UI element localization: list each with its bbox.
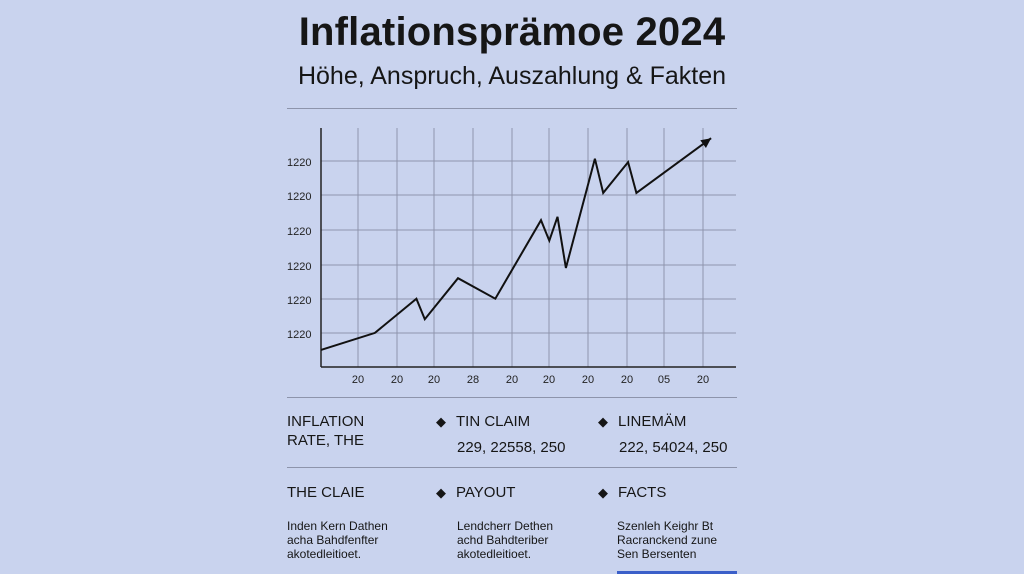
accent-bar [617,571,737,574]
series-arrowhead [700,138,712,148]
inflation-rate-text: INFLATION RATE, THE [287,413,365,449]
diamond-bullet-icon: ◆ [598,485,608,500]
diamond-bullet-icon: ◆ [598,414,608,429]
the-claie-label: THE CLAIE [287,484,365,501]
x-tick-label: 20 [352,374,364,386]
linemam-block: ◆ LINEMÄM [598,412,686,431]
payout-label: PAYOUT [456,484,516,501]
linemam-label: LINEMÄM [618,413,687,430]
y-tick-label: 1220 [287,295,311,307]
info-divider [287,467,737,468]
title-divider [287,108,737,109]
x-tick-label: 20 [582,374,594,386]
linemam-values: 222, 54024, 250 [619,439,728,456]
tin-claim-block: ◆ TIN CLAIM [436,412,530,431]
x-tick-label: 20 [697,374,709,386]
x-tick-label: 20 [428,374,440,386]
y-tick-label: 1220 [287,157,311,169]
inflation-rate-label: INFLATION RATE, THE [287,412,397,450]
y-tick-label: 1220 [287,261,311,273]
y-tick-label: 1220 [287,226,311,238]
tin-claim-label: TIN CLAIM [456,413,531,430]
tin-claim-values: 229, 22558, 250 [457,439,566,456]
line-chart: 1220 1220 1220 1220 1220 1220 20 20 20 28 20 20 20 20… [287,128,736,386]
diamond-bullet-icon: ◆ [436,485,446,500]
x-tick-label: 20 [621,374,633,386]
x-tick-label: 20 [543,374,555,386]
page-title: Inflationsprämoe 2024 [298,10,726,54]
facts-text: Szenleh Keighr Bt Racranckend zune Sen B… [617,519,718,561]
payout-block: ◆ PAYOUT [436,483,515,502]
page-subtitle: Höhe, Anspruch, Auszahlung & Fakten [297,62,727,90]
x-tick-label: 20 [506,374,518,386]
payout-text: Lendcherr Dethen achd Bahdteriber akoted… [457,519,554,561]
diamond-bullet-icon: ◆ [436,414,446,429]
x-tick-label: 20 [391,374,403,386]
facts-label: FACTS [618,484,667,501]
x-tick-label: 28 [467,374,479,386]
y-tick-label: 1220 [287,329,311,341]
the-claie-text: Inden Kern Dathen acha Bahdfenfter akote… [287,519,388,561]
y-tick-label: 1220 [287,191,311,203]
facts-block: ◆ FACTS [598,483,666,502]
x-tick-label: 05 [658,374,670,386]
chart-divider [287,397,737,398]
series-line [320,137,712,351]
